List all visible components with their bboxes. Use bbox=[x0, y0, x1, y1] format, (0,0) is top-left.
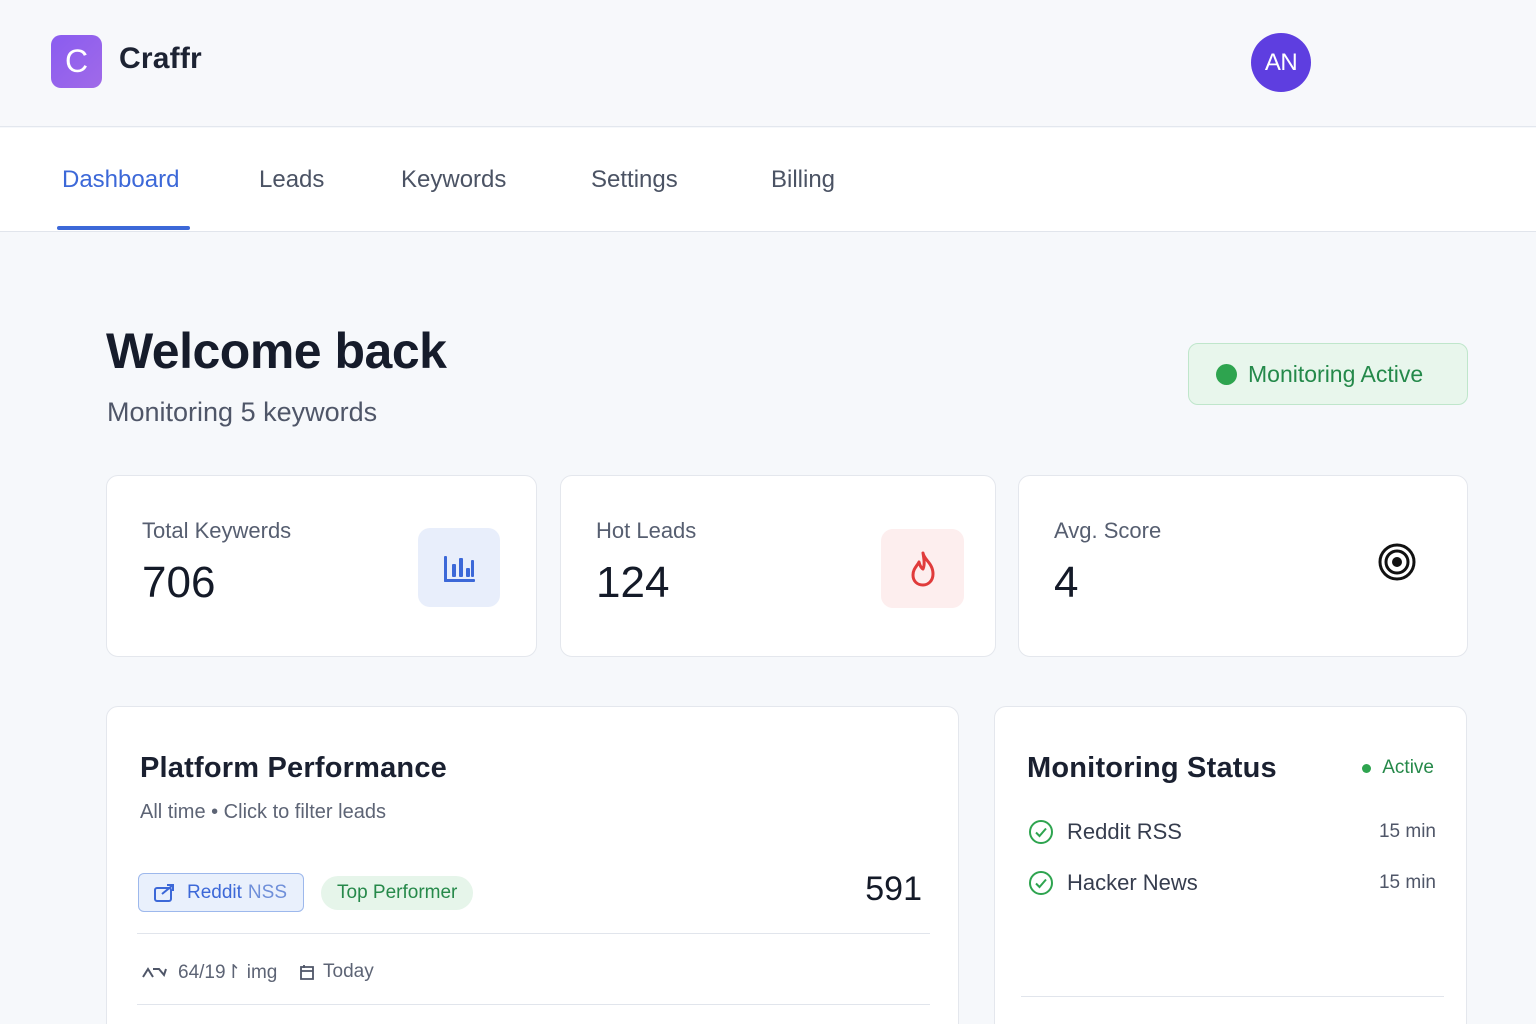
stat-label: Total Keywerds bbox=[142, 518, 292, 543]
stat-card-total-keywords: Total Keywerds 706 bbox=[106, 475, 537, 657]
divider bbox=[137, 1004, 930, 1005]
source-interval: 15 min bbox=[1378, 821, 1436, 842]
source-interval: 15 min bbox=[1378, 872, 1436, 893]
platform-lead-count: 591 bbox=[865, 870, 922, 908]
meta-date-text: Today bbox=[323, 961, 374, 982]
meta-date: Today bbox=[298, 961, 374, 983]
bar-chart-icon bbox=[418, 528, 500, 607]
divider bbox=[137, 933, 930, 934]
trend-icon bbox=[142, 966, 167, 978]
tab-keywords[interactable]: Keywords bbox=[401, 166, 507, 193]
stat-label: Hot Leads bbox=[596, 518, 697, 543]
monitoring-active-tag: Active bbox=[1362, 757, 1434, 779]
check-circle-icon bbox=[1029, 820, 1053, 844]
platform-performance-panel: Platform Performance All time • Click to… bbox=[106, 706, 959, 1024]
top-bar: C Craffr AN bbox=[0, 0, 1536, 127]
meta-ratio-text: 64/19↾ img bbox=[178, 962, 278, 983]
flame-icon bbox=[881, 529, 964, 608]
brand-name: Craffr bbox=[119, 42, 202, 75]
main-nav: Dashboard Leads Keywords Settings Billin… bbox=[0, 128, 1536, 232]
external-link-icon bbox=[154, 883, 174, 902]
stat-card-hot-leads: Hot Leads 124 bbox=[560, 475, 996, 657]
divider bbox=[1021, 996, 1444, 997]
source-label: Reddit bbox=[187, 881, 242, 903]
panel-title: Platform Performance bbox=[140, 752, 447, 784]
tab-settings[interactable]: Settings bbox=[591, 166, 678, 193]
tab-leads[interactable]: Leads bbox=[259, 166, 325, 193]
tab-billing[interactable]: Billing bbox=[771, 166, 836, 193]
active-label: Active bbox=[1382, 757, 1434, 778]
check-circle-icon bbox=[1029, 871, 1053, 895]
user-avatar[interactable]: AN bbox=[1251, 33, 1311, 92]
stat-value: 706 bbox=[142, 558, 216, 607]
panel-subtitle: All time • Click to filter leads bbox=[140, 801, 386, 823]
source-filter-reddit[interactable]: Reddit NSS bbox=[138, 873, 304, 912]
tab-dashboard[interactable]: Dashboard bbox=[62, 166, 180, 193]
top-performer-badge: Top Performer bbox=[321, 876, 474, 910]
page-title: Welcome back bbox=[106, 323, 447, 379]
page-subtitle: Monitoring 5 keywords bbox=[107, 397, 378, 427]
monitoring-status-badge: Monitoring Active bbox=[1188, 343, 1468, 405]
panel-title: Monitoring Status bbox=[1027, 752, 1277, 784]
stat-card-avg-score: Avg. Score 4 bbox=[1018, 475, 1468, 657]
calendar-icon bbox=[300, 965, 314, 980]
source-name: Reddit RSS bbox=[1067, 819, 1182, 844]
source-suffix: NSS bbox=[247, 881, 287, 903]
active-tab-indicator bbox=[57, 226, 190, 230]
active-dot-icon bbox=[1362, 763, 1372, 773]
source-row-hacker-news: Hacker News 15 min bbox=[1028, 870, 1436, 896]
monitoring-status-label: Monitoring Active bbox=[1248, 360, 1424, 387]
stat-label: Avg. Score bbox=[1054, 518, 1162, 543]
source-name: Hacker News bbox=[1067, 870, 1198, 895]
brand-logo[interactable]: C bbox=[51, 35, 102, 88]
status-dot-icon bbox=[1216, 363, 1237, 385]
meta-ratio: 64/19↾ img bbox=[142, 961, 277, 984]
stat-value: 124 bbox=[596, 558, 670, 607]
stat-value: 4 bbox=[1054, 558, 1079, 607]
target-icon bbox=[1377, 542, 1417, 582]
source-row-reddit-rss: Reddit RSS 15 min bbox=[1028, 819, 1436, 845]
monitoring-status-panel: Monitoring Status Active Reddit RSS 15 m… bbox=[994, 706, 1467, 1024]
